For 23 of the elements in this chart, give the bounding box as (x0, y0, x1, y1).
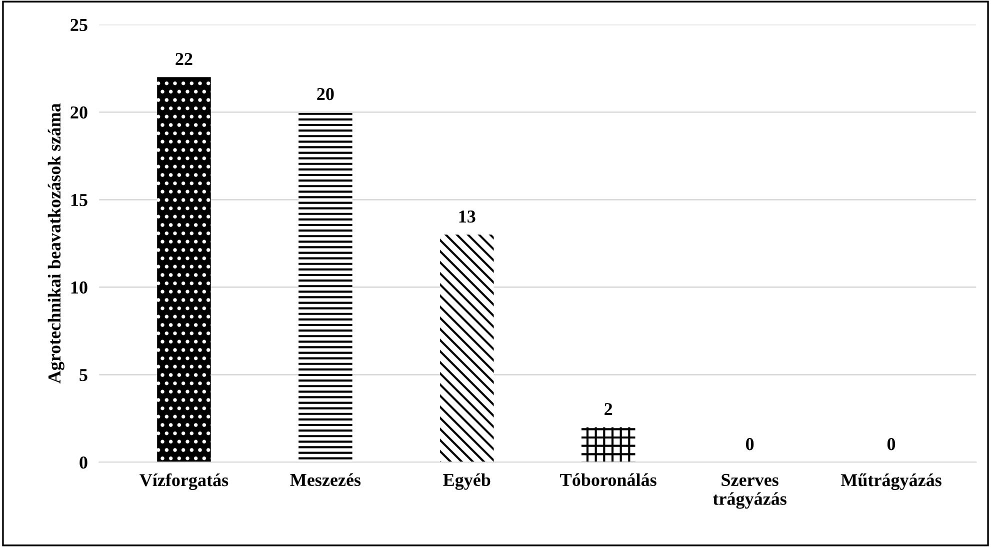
bar (581, 427, 636, 462)
x-tick-label: Műtrágyázás (840, 473, 942, 490)
x-tick-label: Tóboronálás (560, 473, 656, 486)
data-label: 0 (746, 438, 754, 450)
x-tick-label: Szerves trágyázás (712, 474, 786, 509)
x-tick-label: Egyéb (443, 473, 490, 490)
data-label: 2 (604, 403, 612, 416)
x-tick-label: Vízforgatás (140, 473, 228, 490)
bar (157, 77, 211, 462)
y-tick-label: 0 (80, 456, 88, 469)
y-tick-label: 25 (70, 18, 88, 32)
data-label: 22 (176, 52, 192, 65)
x-tick-label: Meszezés (290, 473, 361, 486)
bar (298, 112, 352, 462)
y-tick-label: 5 (80, 369, 88, 382)
y-axis-title: Agrotechnikai beavatkozások száma (48, 103, 64, 384)
data-label: 13 (459, 210, 476, 223)
y-tick-label: 15 (71, 194, 88, 206)
y-tick-label: 20 (70, 106, 88, 119)
y-tick-label: 10 (71, 281, 88, 294)
data-label: 0 (887, 438, 896, 450)
bar (440, 234, 494, 462)
data-label: 20 (317, 88, 334, 100)
